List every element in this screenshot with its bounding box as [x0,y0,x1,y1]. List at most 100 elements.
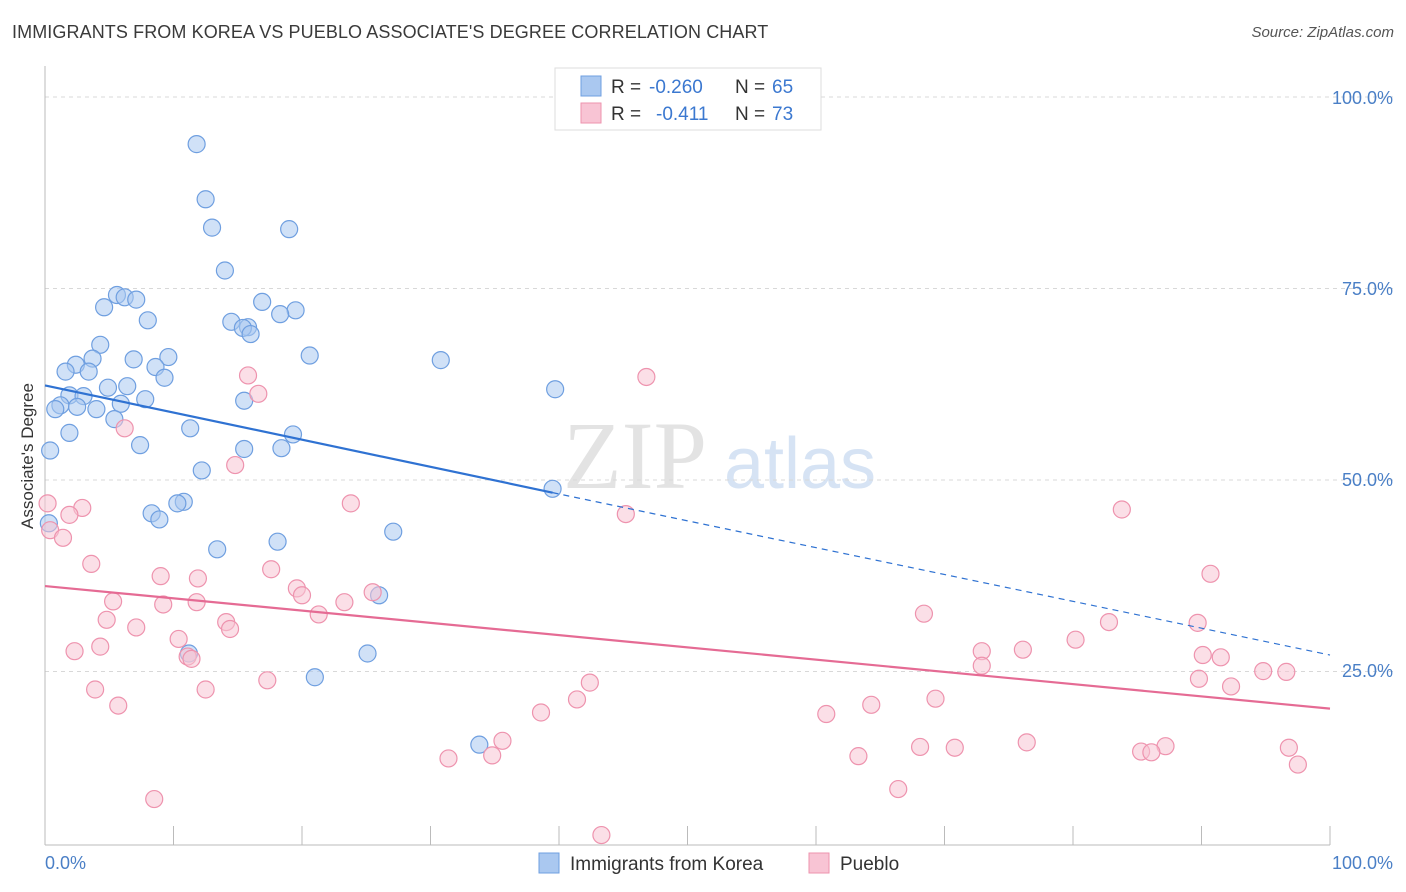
point-pueblo-59 [1017,733,1036,752]
stats-legend: R = -0.260 N = 65 R = -0.411 N = 73 [554,67,822,131]
point-pueblo-49 [1221,677,1241,696]
legend-r-label-pueblo: R = [611,104,641,125]
point-korea-48 [192,461,211,480]
point-pueblo-26 [914,604,934,623]
point-korea-43 [283,425,303,444]
point-pueblo-41 [182,649,201,668]
point-pueblo-53 [926,689,945,708]
point-pueblo-6 [38,494,57,513]
trend-lines [44,384,1331,710]
point-korea-37 [68,397,87,416]
point-korea-10 [286,301,305,320]
legend-n-value-korea: 65 [772,77,793,98]
point-pueblo-35 [91,637,110,656]
legend-n-value-pueblo: 73 [772,104,793,125]
point-pueblo-15 [1201,564,1220,583]
point-pueblo-58 [493,731,512,750]
chart-source: Source: ZipAtlas.com [1251,24,1394,41]
trend-line-korea-solid [44,384,553,494]
point-pueblo-17 [188,569,208,588]
point-korea-7 [127,290,146,309]
series-pueblo-points [38,366,1307,845]
point-korea-12 [138,311,157,330]
point-korea-46 [272,439,291,458]
point-pueblo-62 [945,738,964,757]
y-tick-label-75: 75.0% [1342,279,1393,299]
point-pueblo-56 [531,703,551,722]
legend-swatch-korea [580,75,602,97]
point-pueblo-43 [972,656,991,675]
point-pueblo-1 [238,366,258,385]
point-korea-41 [181,419,200,438]
point-korea-29 [98,378,118,397]
point-pueblo-20 [292,586,312,605]
point-pueblo-55 [109,696,128,715]
watermark-zip: ZIP [563,402,707,509]
point-pueblo-8 [1112,500,1131,519]
point-korea-45 [235,439,254,459]
point-pueblo-24 [154,595,173,614]
point-korea-30 [546,380,565,399]
point-pueblo-33 [169,629,188,649]
watermark-atlas: atlas [724,424,876,504]
point-korea-53 [150,510,169,529]
point-korea-38 [87,400,106,419]
point-pueblo-72 [592,825,611,845]
legend-r-value-pueblo: -0.411 [656,104,708,125]
point-korea-17 [91,335,110,354]
point-pueblo-13 [82,554,101,573]
point-pueblo-3 [115,419,134,438]
point-pueblo-69 [1288,755,1307,774]
legend-r-label-korea: R = [611,77,641,98]
point-pueblo-27 [97,610,116,629]
point-korea-61 [305,668,324,687]
point-pueblo-47 [1189,669,1209,688]
point-korea-3 [280,220,299,239]
trend-line-pueblo [44,584,1331,710]
series-legend-swatch-pueblo [808,852,830,874]
point-pueblo-14 [262,560,281,579]
point-korea-19 [159,347,178,367]
point-korea-16 [241,324,260,344]
point-pueblo-0 [637,367,656,387]
point-korea-26 [79,362,98,381]
series-legend-swatch-korea [538,852,560,874]
point-korea-4 [215,261,234,280]
chart-title: IMMIGRANTS FROM KOREA VS PUEBLO ASSOCIAT… [12,22,769,42]
point-pueblo-48 [580,673,599,692]
point-pueblo-25 [309,605,328,624]
x-tick-label-100: 100.0% [1332,853,1393,873]
y-tick-label-50: 50.0% [1342,470,1393,490]
legend-n-label-korea: N = [735,77,765,98]
series-korea-points [39,135,565,754]
point-pueblo-32 [127,618,146,637]
x-tick-label-0: 0.0% [45,853,86,873]
point-pueblo-45 [1277,662,1296,681]
y-tick-label-100: 100.0% [1332,88,1393,108]
point-pueblo-70 [889,779,908,799]
point-korea-49 [543,479,562,498]
point-korea-44 [130,436,150,455]
point-pueblo-39 [1193,645,1212,665]
point-korea-39 [46,400,65,419]
point-pueblo-29 [1099,612,1119,632]
data-points [38,135,1307,845]
series-legend-label-korea: Immigrants from Korea [570,854,764,875]
point-pueblo-42 [1211,648,1230,667]
series-legend-label-pueblo: Pueblo [840,854,899,875]
point-korea-47 [41,441,60,460]
point-korea-62 [470,735,489,754]
legend-n-label-pueblo: N = [735,104,765,125]
point-pueblo-51 [196,680,215,699]
point-korea-21 [124,350,143,369]
y-tick-label-25: 25.0% [1342,661,1393,681]
point-pueblo-23 [335,593,354,612]
point-pueblo-19 [363,583,382,602]
point-korea-42 [60,423,79,442]
point-korea-8 [253,292,272,312]
point-pueblo-21 [104,592,123,611]
point-pueblo-63 [1279,738,1298,757]
point-pueblo-44 [1254,662,1273,681]
point-korea-1 [196,190,215,209]
